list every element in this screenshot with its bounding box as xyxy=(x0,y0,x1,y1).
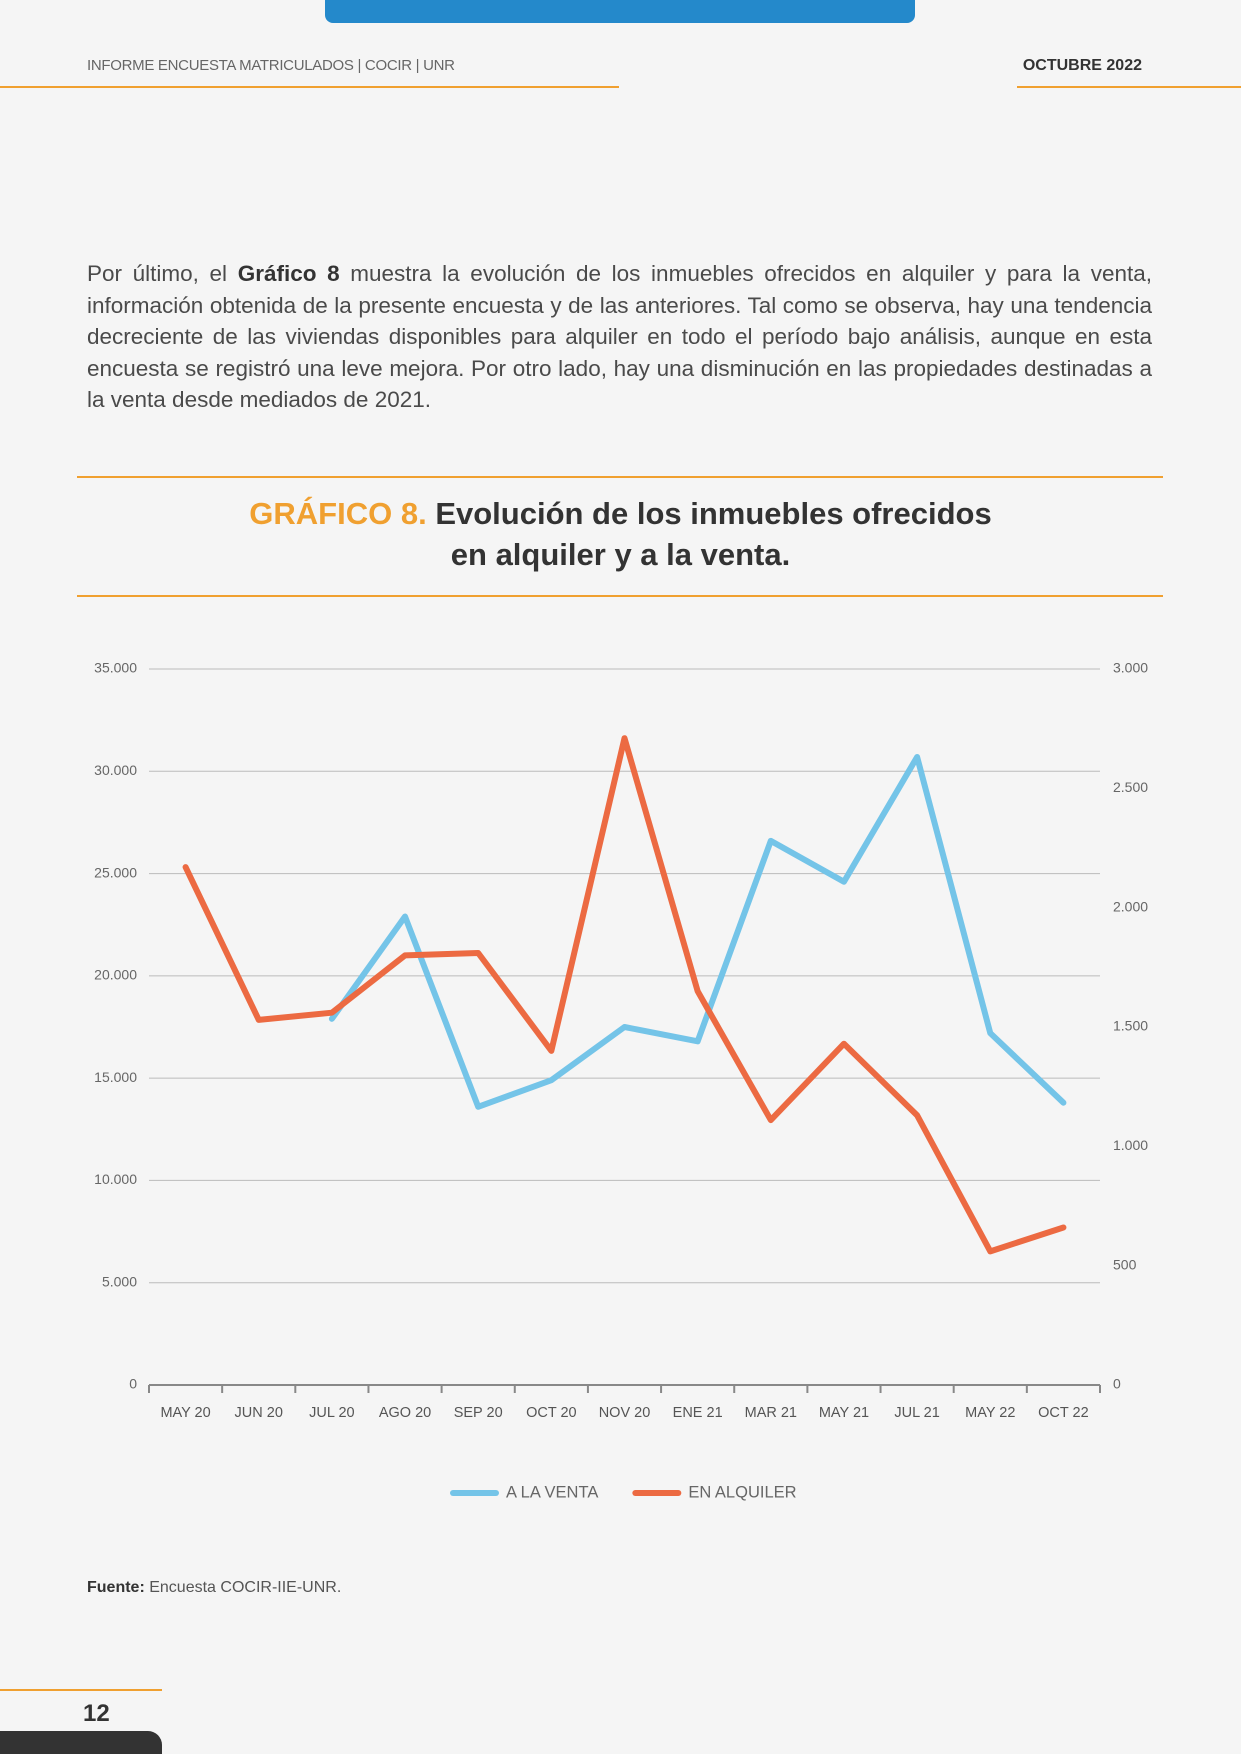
source-label: Fuente: xyxy=(87,1579,145,1596)
x-tick-label: MAY 20 xyxy=(160,1405,210,1421)
y2-tick-label: 1.000 xyxy=(1113,1137,1148,1153)
x-tick-label: JUL 20 xyxy=(309,1405,354,1421)
x-tick-label: NOV 20 xyxy=(599,1405,651,1421)
y-tick-label: 35.000 xyxy=(94,660,137,676)
paragraph: Por último, el Gráfico 8 muestra la evol… xyxy=(87,258,1152,416)
y-tick-label: 30.000 xyxy=(94,762,137,778)
header-rule xyxy=(1017,86,1241,88)
x-tick-label: MAY 22 xyxy=(965,1405,1015,1421)
x-tick-label: JUN 20 xyxy=(235,1405,283,1421)
x-tick-label: AGO 20 xyxy=(379,1405,431,1421)
text: Por último, el xyxy=(87,261,238,286)
chart-title: GRÁFICO 8. Evolución de los inmuebles of… xyxy=(240,493,1001,575)
x-tick-label: OCT 22 xyxy=(1038,1405,1089,1421)
y2-tick-label: 1.500 xyxy=(1113,1018,1148,1034)
x-tick-label: MAR 21 xyxy=(745,1405,797,1421)
y2-tick-label: 2.500 xyxy=(1113,779,1148,795)
title-rule xyxy=(77,476,1163,478)
title-rule xyxy=(77,595,1163,597)
header-left: INFORME ENCUESTA MATRICULADOS | COCIR | … xyxy=(87,57,455,74)
y2-tick-label: 2.000 xyxy=(1113,898,1148,914)
y2-tick-label: 500 xyxy=(1113,1256,1137,1272)
source-text: Encuesta COCIR-IIE-UNR. xyxy=(144,1579,342,1596)
top-bar xyxy=(325,0,915,23)
source: Fuente: Encuesta COCIR-IIE-UNR. xyxy=(87,1579,341,1597)
y-tick-label: 20.000 xyxy=(94,967,137,983)
y-tick-label: 10.000 xyxy=(94,1171,137,1187)
legend-label: EN ALQUILER xyxy=(688,1483,796,1501)
page-number: 12 xyxy=(83,1700,110,1727)
text: muestra la evolución de los inmuebles of… xyxy=(87,261,1152,412)
y-tick-label: 5.000 xyxy=(102,1273,137,1289)
x-tick-label: JUL 21 xyxy=(894,1405,939,1421)
header-rule xyxy=(0,86,619,88)
x-tick-label: MAY 21 xyxy=(819,1405,869,1421)
legend-label: A LA VENTA xyxy=(506,1483,598,1501)
series-line xyxy=(328,753,1067,1110)
series-line xyxy=(182,735,1067,1255)
text-bold: Gráfico 8 xyxy=(237,261,340,286)
x-tick-label: ENE 21 xyxy=(673,1405,723,1421)
y2-tick-label: 3.000 xyxy=(1113,660,1148,676)
x-tick-label: SEP 20 xyxy=(454,1405,503,1421)
title-label: GRÁFICO 8. xyxy=(249,496,427,531)
footer-block xyxy=(0,1731,162,1754)
y-tick-label: 25.000 xyxy=(94,864,137,880)
x-tick-label: OCT 20 xyxy=(526,1405,577,1421)
footer-rule xyxy=(0,1689,162,1691)
y2-tick-label: 0 xyxy=(1113,1376,1121,1392)
title-text: Evolución de los inmuebles ofrecidos en … xyxy=(435,496,992,572)
y-tick-label: 0 xyxy=(129,1376,137,1392)
header-right: OCTUBRE 2022 xyxy=(1022,57,1142,74)
y-tick-label: 15.000 xyxy=(94,1069,137,1085)
